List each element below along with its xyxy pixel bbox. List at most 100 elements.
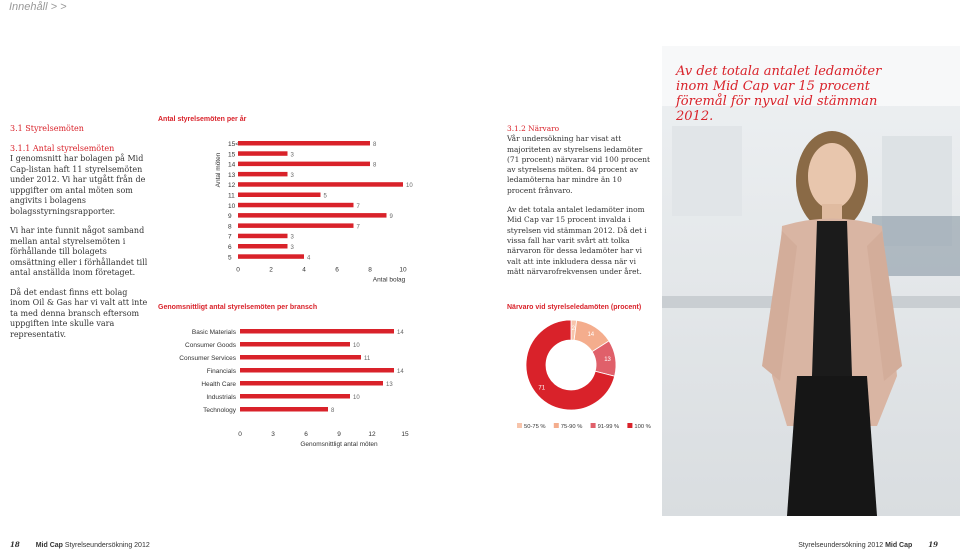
tick-label: 0 (238, 431, 242, 438)
bar (238, 202, 354, 208)
tick-label: Industrials (206, 394, 236, 401)
legend-label: 91-99 % (598, 424, 620, 430)
tick-label: 14 (228, 162, 236, 169)
tick-label: Health Care (201, 381, 236, 388)
body-paragraph: I genomsnitt har bolagen på Mid Cap-list… (10, 154, 146, 216)
tick-label: 10 (399, 267, 407, 274)
tick-label: 4 (302, 267, 306, 274)
legend-swatch (517, 423, 522, 428)
data-label: 5 (324, 194, 328, 200)
subsection-heading: 3.1.1 Antal styrelsemöten (10, 143, 115, 153)
data-label: 3 (291, 152, 295, 158)
tick-label: 12 (368, 431, 376, 438)
pie-slice (525, 319, 616, 411)
data-label: 2 (572, 326, 576, 332)
body-paragraph: Då det endast finns ett bolag inom Oil &… (10, 287, 148, 339)
data-label: 3 (291, 235, 295, 241)
bar (238, 233, 288, 239)
mid-text-column: 3.1.2 Närvaro Vår undersökning har visat… (507, 124, 652, 286)
y-axis-label: Antal möten (215, 152, 222, 187)
tick-label: 3 (271, 431, 275, 438)
tick-label: 12 (228, 182, 236, 189)
data-label: 8 (373, 142, 377, 148)
bar (240, 381, 383, 386)
bar (240, 329, 394, 334)
data-label: 3 (291, 245, 295, 251)
bar (240, 407, 328, 412)
legend-swatch (590, 423, 596, 428)
tick-label: 0 (236, 267, 240, 274)
data-label: 7 (357, 204, 361, 210)
left-text-column: 3.1 Styrelsemöten 3.1.1 Antal styrelsemö… (10, 124, 150, 349)
footer-brand: Mid Cap (885, 542, 913, 549)
bar (238, 244, 288, 249)
tick-label: 5 (228, 254, 232, 261)
tick-label: 6 (228, 244, 232, 251)
tick-label: 15 (401, 431, 409, 438)
chart-title: Antal styrelsemöten per år (158, 116, 247, 123)
bar (240, 368, 394, 373)
legend-label: 100 % (634, 424, 650, 430)
footer-brand: Mid Cap (35, 542, 63, 549)
bar (238, 161, 370, 167)
tick-label: 9 (337, 431, 341, 438)
meetings-per-sector-chart: Basic Materials 14 Consumer Goods 10 Consume… (179, 329, 409, 448)
subsection-heading: 3.1.2 Närvaro (507, 124, 560, 133)
footer-title: Styrelseundersökning 2012 (798, 542, 884, 549)
tick-label: 15< (228, 141, 239, 148)
data-label: 11 (364, 356, 371, 362)
x-axis-label: Genomsnittligt antal möten (300, 441, 378, 448)
tick-label: 8 (368, 267, 372, 274)
portrait-photo (662, 46, 960, 516)
page-number: 18 (10, 540, 20, 549)
data-label: 10 (353, 343, 360, 349)
data-label: 3 (291, 173, 295, 179)
bar (238, 254, 304, 259)
tick-label: Consumer Services (179, 355, 236, 362)
footer-right: Styrelseundersökning 2012 Mid Cap 19 (798, 540, 938, 549)
tick-label: 13 (228, 172, 236, 179)
data-label: 13 (386, 382, 393, 388)
bar (238, 192, 321, 197)
bar (238, 223, 354, 228)
tick-label: 11 (228, 193, 235, 200)
footer-left: 18 Mid Cap Styrelseundersökning 2012 (10, 540, 150, 549)
data-label: 9 (390, 214, 394, 220)
bar (238, 151, 288, 156)
x-axis-label: Antal bolag (373, 277, 406, 284)
legend-swatch (627, 423, 633, 428)
breadcrumb[interactable]: Innehåll > > (9, 1, 67, 13)
tick-label: 2 (269, 267, 273, 274)
page-number: 19 (928, 540, 938, 549)
data-label: 10 (406, 183, 413, 189)
bar (238, 171, 288, 177)
data-label: 8 (373, 163, 377, 169)
tick-label: 6 (304, 431, 308, 438)
tick-label: 7 (228, 234, 232, 241)
pull-quote: Av det totala antalet ledamöter inom Mid… (676, 64, 882, 124)
tick-label: Consumer Goods (185, 342, 237, 349)
tick-label: 15 (228, 151, 236, 158)
data-label: 8 (331, 408, 335, 414)
data-label: 7 (357, 224, 361, 230)
chart-title: Genomsnittligt antal styrelsemöten per b… (158, 304, 318, 311)
tick-label: Basic Materials (192, 329, 237, 336)
bar (238, 182, 403, 187)
legend-swatch (553, 423, 559, 428)
data-label: 14 (587, 332, 594, 338)
bar (240, 342, 350, 347)
tick-label: 9 (228, 213, 232, 220)
data-label: 14 (397, 330, 404, 336)
chart-title: Närvaro vid styrelseledamöten (procent) (507, 304, 642, 311)
tick-label: 6 (335, 267, 339, 274)
data-label: 13 (604, 357, 611, 363)
data-label: 10 (353, 395, 360, 401)
tick-label: Technology (203, 407, 237, 414)
section-heading: 3.1 Styrelsemöten (10, 124, 84, 133)
body-paragraph: Vi har inte funnit något samband mellan … (10, 226, 148, 277)
attendance-pie-chart: 2 14 13 71 50-75 % 75-90 % 91-99 % 100 % (517, 319, 651, 430)
tick-label: 8 (228, 223, 232, 230)
bar (238, 213, 387, 218)
tick-label: Financials (207, 368, 237, 375)
meetings-per-year-chart: Antal möten 15< 8 15 3 14 8 13 3 12 10 11 5 10 7 9 9 8 7 7 3… (215, 141, 413, 284)
